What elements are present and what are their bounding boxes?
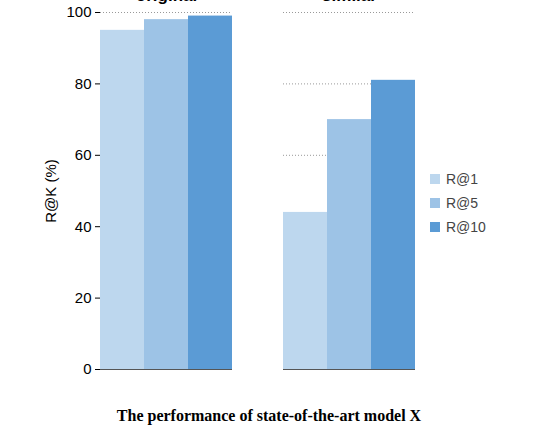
- svg-text:80: 80: [75, 75, 92, 92]
- svg-text:60: 60: [75, 146, 92, 163]
- svg-text:100: 100: [66, 3, 91, 20]
- svg-text:40: 40: [75, 218, 92, 235]
- svg-text:0: 0: [83, 360, 91, 377]
- html-text:R@1: R@1: [446, 170, 479, 187]
- svg-text:similar: similar: [322, 0, 377, 5]
- html-text:The performance of state-of-th: The performance of state-of-the-art mode…: [116, 407, 422, 424]
- html-text:R@10: R@10: [446, 218, 486, 235]
- html-text:R@5: R@5: [446, 194, 479, 211]
- svg-text:R@K (%): R@K (%): [42, 159, 59, 223]
- svg-text:20: 20: [75, 289, 92, 306]
- svg-text:original: original: [136, 0, 197, 5]
